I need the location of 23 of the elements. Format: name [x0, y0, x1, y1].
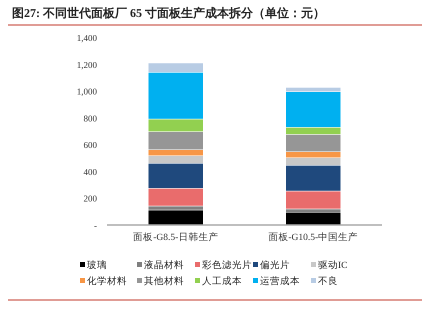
y-tick-label: 800 — [84, 113, 98, 124]
legend-label: 化学材料 — [87, 275, 127, 287]
legend-label: 人工成本 — [202, 275, 242, 287]
y-tick-label: 1,000 — [76, 86, 98, 97]
chart-title: 图27: 不同世代面板厂 65 寸面板生产成本拆分（单位：元） — [12, 6, 325, 20]
y-tick-label: 400 — [84, 166, 98, 177]
legend-label: 不良 — [318, 275, 338, 287]
y-tick-label: 600 — [84, 140, 98, 150]
y-tick-label: 1,200 — [76, 60, 98, 70]
y-tick-label: 1,400 — [76, 33, 98, 44]
bar — [148, 210, 204, 226]
legend-label: 液晶材料 — [144, 259, 184, 271]
y-tick-label: 200 — [84, 194, 98, 204]
x-tick-label: 面板-G8.5-日韩生产 — [133, 231, 218, 243]
y-tick-label: - — [94, 220, 97, 230]
legend-label: 运营成本 — [260, 275, 300, 287]
legend-label: 驱动IC — [318, 260, 348, 271]
bar — [286, 212, 341, 226]
x-tick-label: 面板-G10.5-中国生产 — [268, 231, 358, 243]
legend-label: 彩色滤光片 — [202, 259, 252, 271]
legend-label: 玻璃 — [87, 259, 107, 271]
legend-label: 偏光片 — [260, 259, 290, 271]
legend-label: 其他材料 — [144, 275, 184, 287]
